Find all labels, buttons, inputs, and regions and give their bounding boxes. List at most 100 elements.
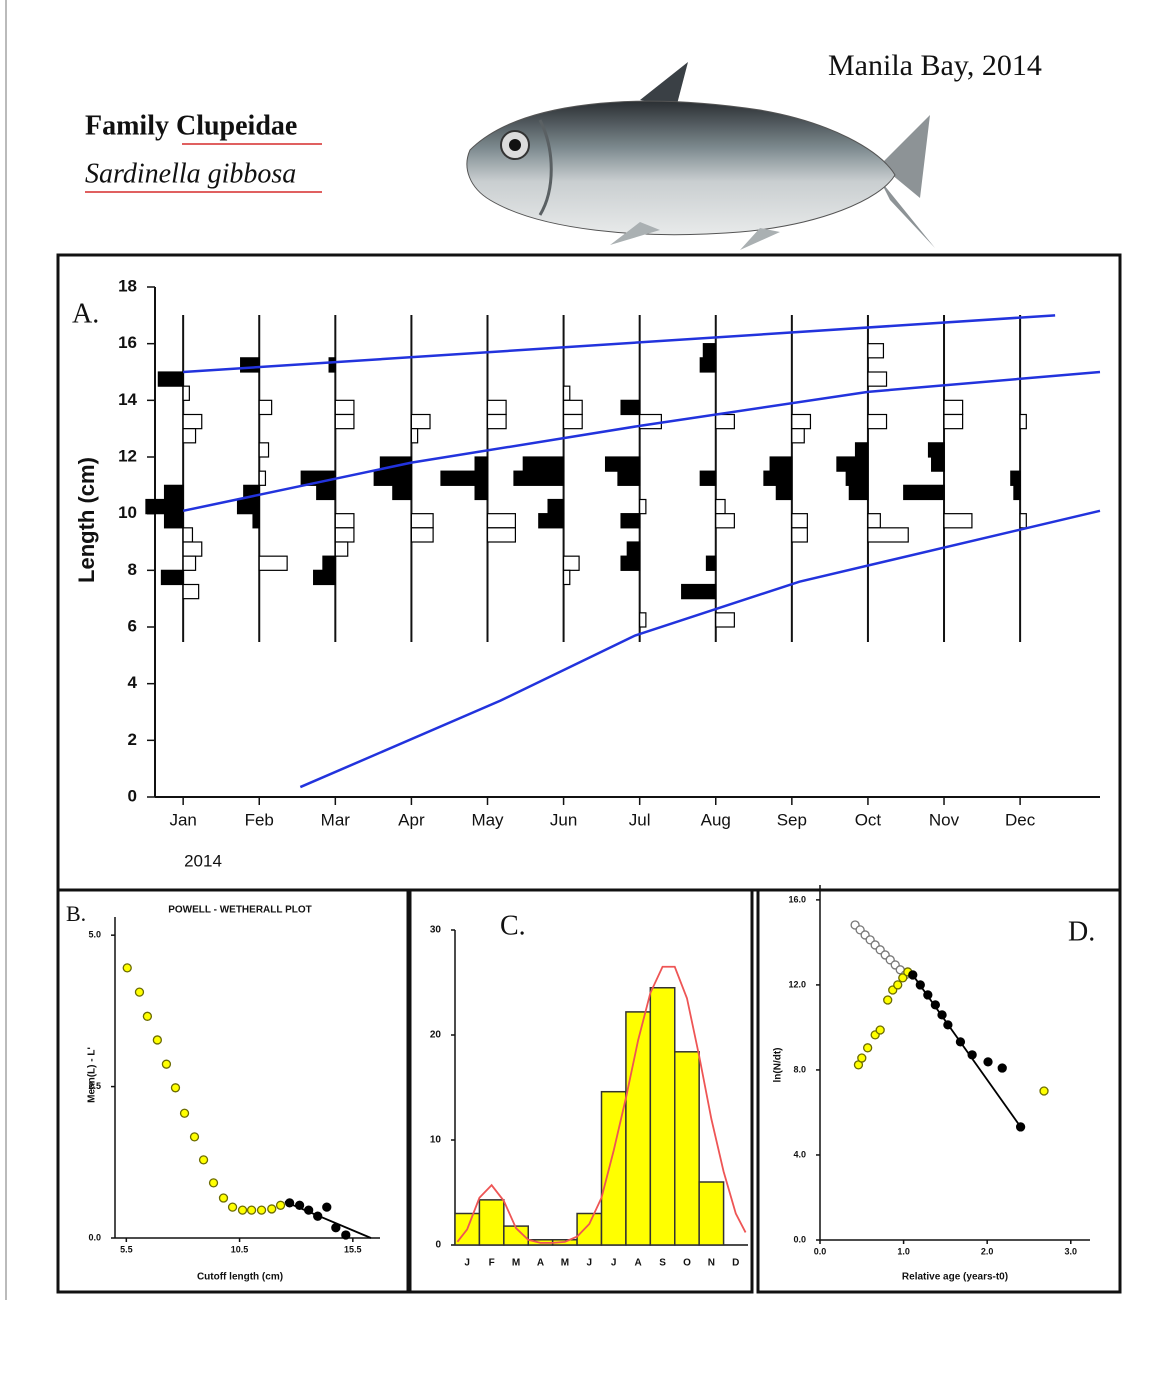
x-tick-label: Sep xyxy=(777,810,807,829)
y-tick-label: 16.0 xyxy=(788,894,806,904)
positive-bar xyxy=(700,471,716,485)
point xyxy=(984,1058,992,1066)
x-tick-label: Aug xyxy=(701,810,731,829)
y-tick-label: 18 xyxy=(118,276,137,295)
y-axis-label: Length (cm) xyxy=(74,457,99,583)
negative-bar xyxy=(183,528,192,542)
negative-bar xyxy=(488,528,516,542)
negative-bar xyxy=(183,585,199,599)
negative-bar xyxy=(259,443,268,457)
x-tick-label: D xyxy=(732,1258,739,1269)
positive-bar xyxy=(932,457,944,471)
negative-bar xyxy=(944,400,963,414)
point xyxy=(229,1203,237,1211)
negative-bar xyxy=(488,415,507,429)
positive-bar xyxy=(621,556,640,570)
positive-bar xyxy=(627,542,639,556)
positive-bar xyxy=(323,556,335,570)
x-tick-label: M xyxy=(512,1258,520,1269)
x-tick-label: J xyxy=(464,1258,470,1269)
x-tick-label: 0.0 xyxy=(814,1246,827,1256)
positive-bar xyxy=(146,500,183,514)
x-tick-label: 10.5 xyxy=(231,1244,249,1254)
positive-bar xyxy=(238,500,260,514)
negative-bar xyxy=(640,613,646,627)
negative-bar xyxy=(716,500,725,514)
family-name: Family Clupeidae xyxy=(85,110,297,141)
positive-bar xyxy=(165,485,184,499)
positive-bar xyxy=(856,443,868,457)
fit-line xyxy=(183,315,1055,372)
x-tick-label: A xyxy=(537,1258,544,1269)
x-axis-label: Cutoff length (cm) xyxy=(197,1272,283,1283)
x-tick-label: J xyxy=(587,1258,593,1269)
negative-bar xyxy=(564,556,580,570)
y-axis-label: Mean(L) - L' xyxy=(87,1047,98,1103)
negative-bar xyxy=(335,514,354,528)
negative-bar xyxy=(183,415,202,429)
y-axis-label: ln(N/dt) xyxy=(773,1048,784,1083)
positive-bar xyxy=(846,471,868,485)
point xyxy=(876,1026,884,1034)
point xyxy=(323,1203,331,1211)
x-tick-label: 15.5 xyxy=(344,1244,362,1254)
y-tick-label: 10 xyxy=(430,1135,442,1146)
positive-bar xyxy=(548,500,564,514)
positive-bar xyxy=(770,457,792,471)
positive-bar xyxy=(621,514,640,528)
panel-label: B. xyxy=(66,901,86,926)
y-tick-label: 16 xyxy=(118,333,137,352)
chart-title: POWELL - WETHERALL PLOT xyxy=(168,905,312,916)
point xyxy=(219,1194,227,1202)
panel-label: C. xyxy=(500,910,526,941)
positive-bar xyxy=(523,457,563,471)
x-tick-label: J xyxy=(611,1258,617,1269)
negative-bar xyxy=(411,429,417,443)
point xyxy=(342,1231,350,1239)
x-tick-label: Jan xyxy=(169,810,196,829)
x-tick-label: Apr xyxy=(398,810,425,829)
y-tick-label: 20 xyxy=(430,1030,442,1041)
positive-bar xyxy=(706,556,715,570)
y-tick-label: 12 xyxy=(118,446,137,465)
negative-bar xyxy=(335,400,354,414)
y-tick-label: 0.0 xyxy=(88,1232,101,1242)
negative-bar xyxy=(335,528,354,542)
negative-bar xyxy=(488,400,507,414)
x-tick-label: A xyxy=(635,1258,642,1269)
negative-bar xyxy=(868,415,887,429)
x-tick-label: Feb xyxy=(245,810,274,829)
positive-bar xyxy=(161,570,183,584)
point xyxy=(210,1179,218,1187)
location: Manila Bay, 2014 xyxy=(828,49,1042,82)
x-tick-label: S xyxy=(659,1258,666,1269)
x-axis-label: Relative age (years-t0) xyxy=(902,1272,1008,1283)
point xyxy=(1040,1087,1048,1095)
negative-bar xyxy=(335,415,354,429)
negative-bar xyxy=(259,556,287,570)
positive-bar xyxy=(1014,485,1020,499)
positive-bar xyxy=(165,514,184,528)
negative-bar xyxy=(564,415,583,429)
point xyxy=(162,1060,170,1068)
y-tick-label: 12.0 xyxy=(788,979,806,989)
point xyxy=(153,1036,161,1044)
positive-bar xyxy=(158,372,183,386)
panel-label: A. xyxy=(72,298,99,329)
negative-bar xyxy=(183,386,189,400)
positive-bar xyxy=(539,514,564,528)
negative-bar xyxy=(564,570,570,584)
negative-bar xyxy=(716,613,735,627)
page: Family Clupeidae Sardinella gibbosa Mani… xyxy=(0,0,1156,1378)
positive-bar xyxy=(837,457,868,471)
positive-bar xyxy=(618,471,640,485)
x-tick-label: M xyxy=(561,1258,569,1269)
fit-line xyxy=(913,975,1021,1127)
negative-bar xyxy=(564,386,570,400)
y-tick-label: 8.0 xyxy=(793,1064,806,1074)
positive-bar xyxy=(475,457,487,471)
positive-bar xyxy=(314,570,336,584)
y-tick-label: 2 xyxy=(128,730,137,749)
x-tick-label: 3.0 xyxy=(1065,1246,1078,1256)
species-name: Sardinella gibbosa xyxy=(85,158,296,189)
